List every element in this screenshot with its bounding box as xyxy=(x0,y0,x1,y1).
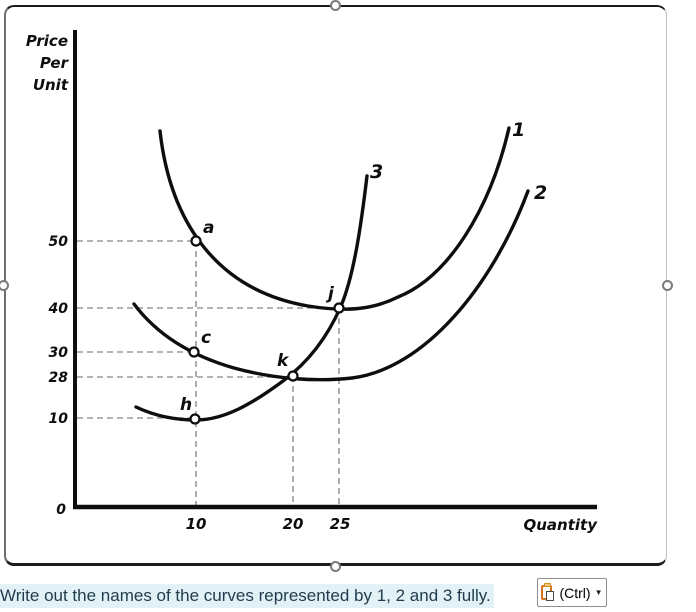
origin-label: 0 xyxy=(56,502,66,518)
curve-label-3: 3 xyxy=(370,161,383,183)
y-tick-label: 10 xyxy=(49,411,69,427)
clipboard-icon xyxy=(541,583,556,602)
resize-handle-bottom[interactable] xyxy=(330,561,341,572)
x-tick-label: 20 xyxy=(283,515,304,533)
x-axis-title: Quantity xyxy=(524,516,599,534)
curve-label-1: 1 xyxy=(512,119,525,141)
point-label-j: j xyxy=(325,284,335,304)
resize-handle-right[interactable] xyxy=(662,280,673,291)
point-label-a: a xyxy=(203,218,214,238)
point-label-k: k xyxy=(277,351,290,371)
curve-label-2: 2 xyxy=(534,182,547,204)
curve-2 xyxy=(132,189,530,382)
point-marker-a xyxy=(190,235,202,247)
dropdown-caret-icon: ▼ xyxy=(594,587,603,597)
y-axis-title: Unit xyxy=(33,76,69,94)
point-marker-c xyxy=(188,346,200,358)
point-marker-j xyxy=(333,302,345,314)
point-marker-h xyxy=(189,413,201,425)
point-label-h: h xyxy=(180,395,192,415)
x-tick-label: 25 xyxy=(330,515,351,533)
paste-options-button[interactable]: (Ctrl) ▼ xyxy=(537,578,607,607)
resize-handle-top[interactable] xyxy=(330,0,341,11)
y-axis-title: Per xyxy=(40,54,70,72)
y-tick-label: 30 xyxy=(49,345,69,361)
curve-1 xyxy=(158,126,511,311)
question-text: Write out the names of the curves repres… xyxy=(0,584,494,608)
y-axis-title: Price xyxy=(26,32,68,50)
point-label-c: c xyxy=(201,328,211,348)
point-marker-k xyxy=(287,370,299,382)
paste-options-label: (Ctrl) xyxy=(559,584,591,601)
x-tick-label: 10 xyxy=(186,515,207,533)
y-tick-label: 28 xyxy=(49,370,69,386)
y-tick-label: 50 xyxy=(49,234,69,250)
resize-handle-left[interactable] xyxy=(0,280,9,291)
y-tick-label: 40 xyxy=(48,301,69,317)
